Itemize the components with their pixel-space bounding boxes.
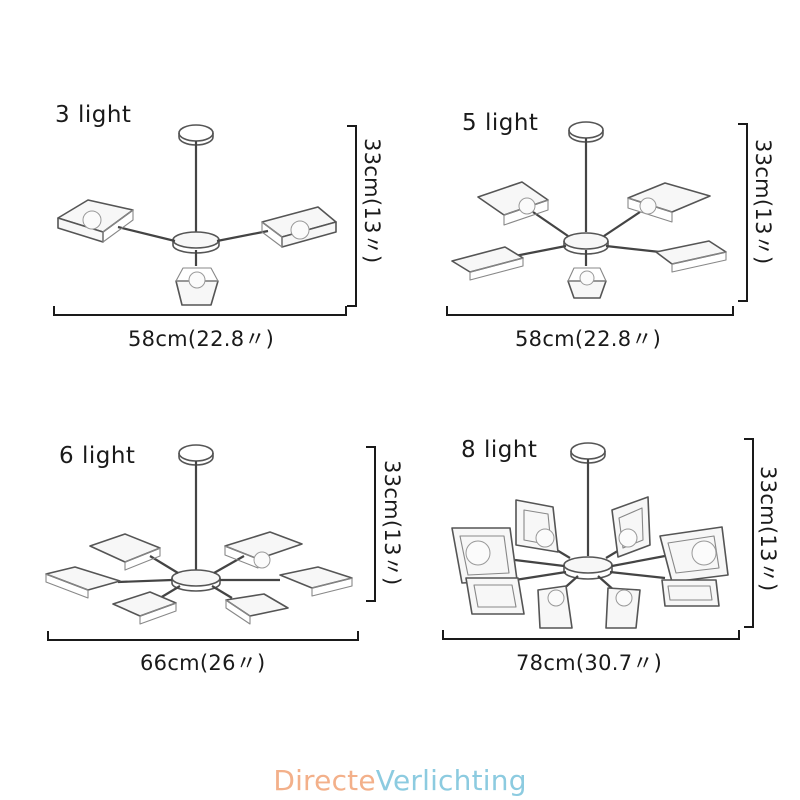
brand-logo: DirecteVerlichting [0, 764, 800, 797]
width-label: 58cm(22.8〃) [128, 327, 275, 351]
height-label: 33cm(13〃) [756, 466, 780, 592]
panel-title: 5 light [462, 110, 539, 136]
panel-3-light: 3 light [0, 0, 400, 380]
width-dimension-line [442, 630, 740, 640]
height-dimension-line [347, 125, 357, 307]
width-label: 58cm(22.8〃) [515, 327, 662, 351]
width-label: 66cm(26〃) [140, 651, 266, 675]
panel-6-light: 6 light [0, 0, 404, 700]
brand-logo-part1: Directe [273, 764, 376, 797]
panel-8-light: 8 light [442, 437, 780, 675]
chandelier-3-light-sketch [57, 124, 337, 306]
panel-title: 3 light [55, 102, 132, 128]
height-dimension-line [738, 123, 748, 302]
width-label: 78cm(30.7〃) [516, 651, 663, 675]
width-dimension-line [47, 631, 359, 641]
width-dimension-line [446, 306, 734, 316]
height-dimension-line [744, 438, 754, 628]
chandelier-6-light-sketch [45, 444, 353, 625]
panel-title: 6 light [59, 443, 136, 469]
height-dimension-line [366, 446, 376, 602]
chandelier-8-light-sketch [451, 442, 729, 629]
panel-title: 8 light [461, 437, 538, 463]
brand-logo-part2: Verlichting [375, 764, 527, 797]
chandelier-5-light-sketch [451, 121, 727, 299]
panel-5-light: 5 light [0, 0, 800, 380]
width-dimension-line [53, 306, 347, 316]
